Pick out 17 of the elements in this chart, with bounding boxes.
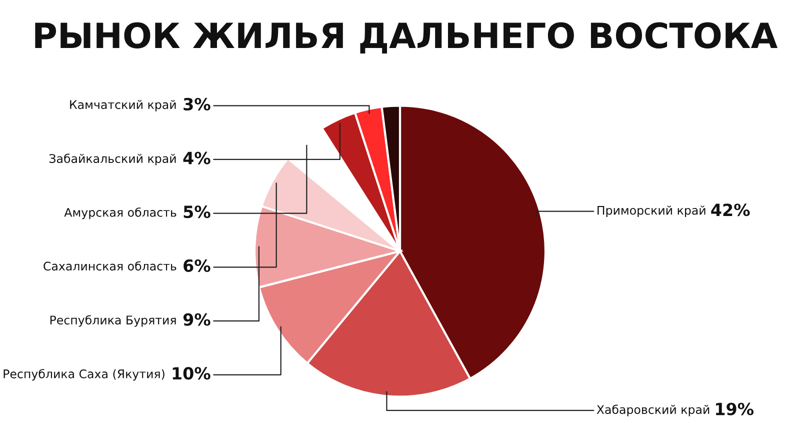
slice-label: Сахалинская область bbox=[44, 261, 176, 271]
slice-label: Хабаровский край bbox=[596, 404, 710, 416]
data-label: 10% bbox=[172, 367, 210, 380]
slice-label: Республика Бурятия bbox=[50, 315, 176, 327]
data-label: 3% bbox=[184, 98, 210, 110]
data-label: 19% bbox=[716, 402, 754, 416]
data-label: 5% bbox=[184, 206, 210, 218]
slice-label: Забайкальский край bbox=[49, 154, 176, 166]
slice-label: Республика Саха (Якутия) bbox=[4, 368, 164, 381]
data-label: 6% bbox=[184, 259, 210, 272]
data-label: 42% bbox=[711, 204, 750, 216]
chart-title: РЫНОК ЖИЛЬЯ ДАЛЬНЕГО ВОСТОКА bbox=[35, 22, 778, 54]
slice-label: Приморский край bbox=[598, 206, 706, 218]
data-label: 9% bbox=[183, 313, 210, 326]
data-label: 4% bbox=[183, 152, 210, 164]
slice-label: Камчатский край bbox=[70, 100, 176, 112]
slice-label: Амурская область bbox=[64, 208, 176, 220]
